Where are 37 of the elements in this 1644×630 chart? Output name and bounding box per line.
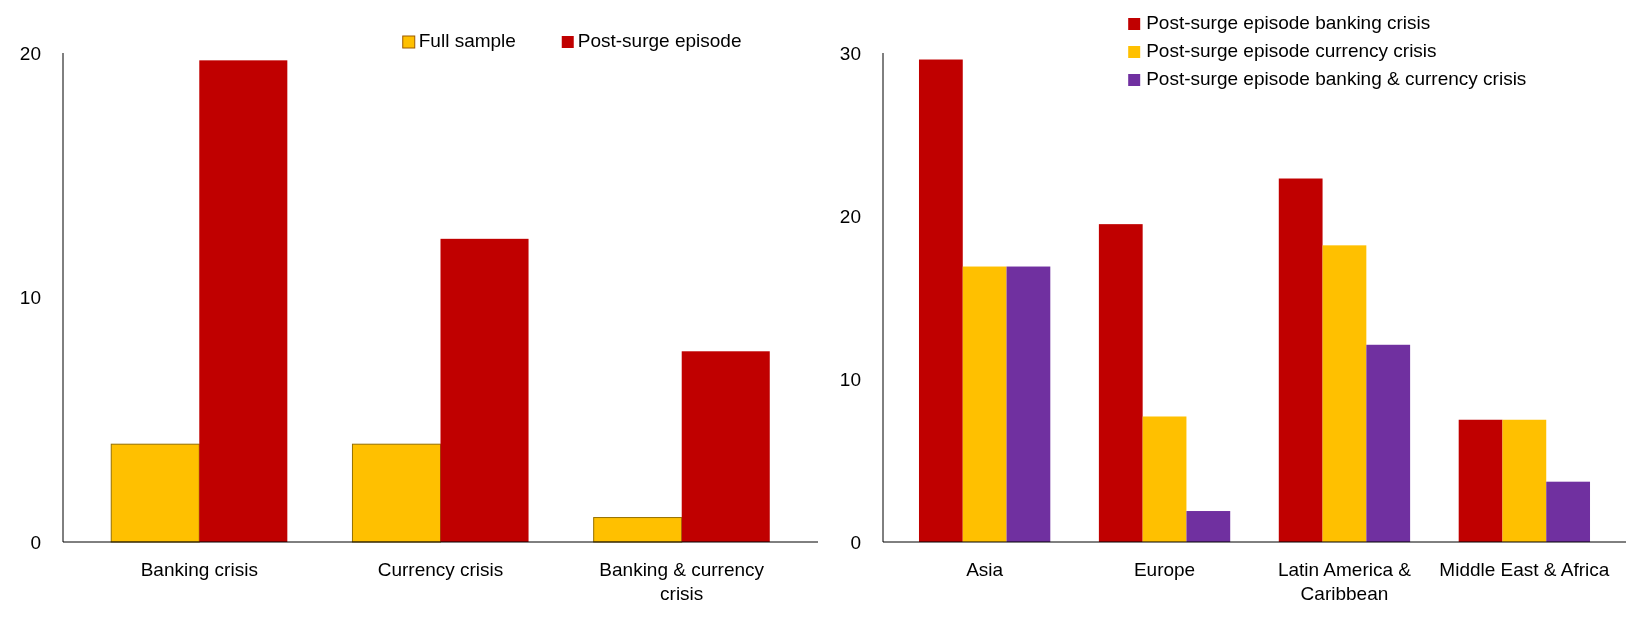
bar	[440, 238, 529, 542]
bar	[1098, 224, 1143, 542]
bar	[1322, 245, 1367, 542]
x-tick-label: Banking crisis	[140, 559, 258, 580]
y-tick-label: 30	[839, 42, 861, 64]
x-tick-label: Europe	[1133, 559, 1196, 580]
legend-label: Post-surge episode currency crisis	[1146, 40, 1437, 61]
bar	[1502, 419, 1547, 542]
x-tick-label: Banking & currency crisis	[599, 559, 765, 604]
legend-label: Post-surge episode banking & currency crisis	[1146, 68, 1527, 89]
legend-label: Post-surge episode	[577, 30, 742, 51]
y-tick-label: 10	[839, 368, 861, 390]
y-tick-label: 0	[30, 531, 41, 553]
x-tick-label: Currency crisis	[377, 559, 504, 580]
bar	[1186, 511, 1231, 542]
y-tick-label: 20	[839, 205, 861, 227]
bar	[918, 59, 963, 542]
bar	[1006, 266, 1051, 542]
bar	[351, 443, 441, 543]
bar	[962, 266, 1007, 542]
y-tick-label: 10	[19, 287, 41, 309]
x-tick-label: Asia	[966, 559, 1004, 580]
bar	[681, 351, 770, 542]
bar	[1546, 481, 1591, 542]
bar	[1458, 419, 1503, 542]
bar	[1278, 178, 1323, 542]
x-tick-label: Middle East & Africa	[1439, 559, 1610, 580]
bar	[1142, 416, 1187, 542]
legend-label: Full sample	[418, 30, 516, 51]
bar	[199, 60, 288, 542]
bar	[593, 517, 683, 543]
y-tick-label: 20	[19, 42, 41, 64]
legend-label: Post-surge episode banking crisis	[1146, 12, 1431, 33]
bar	[110, 443, 200, 543]
x-tick-label: Latin America & Caribbean	[1277, 559, 1412, 604]
y-tick-label: 0	[850, 531, 861, 553]
bar	[1366, 344, 1411, 542]
